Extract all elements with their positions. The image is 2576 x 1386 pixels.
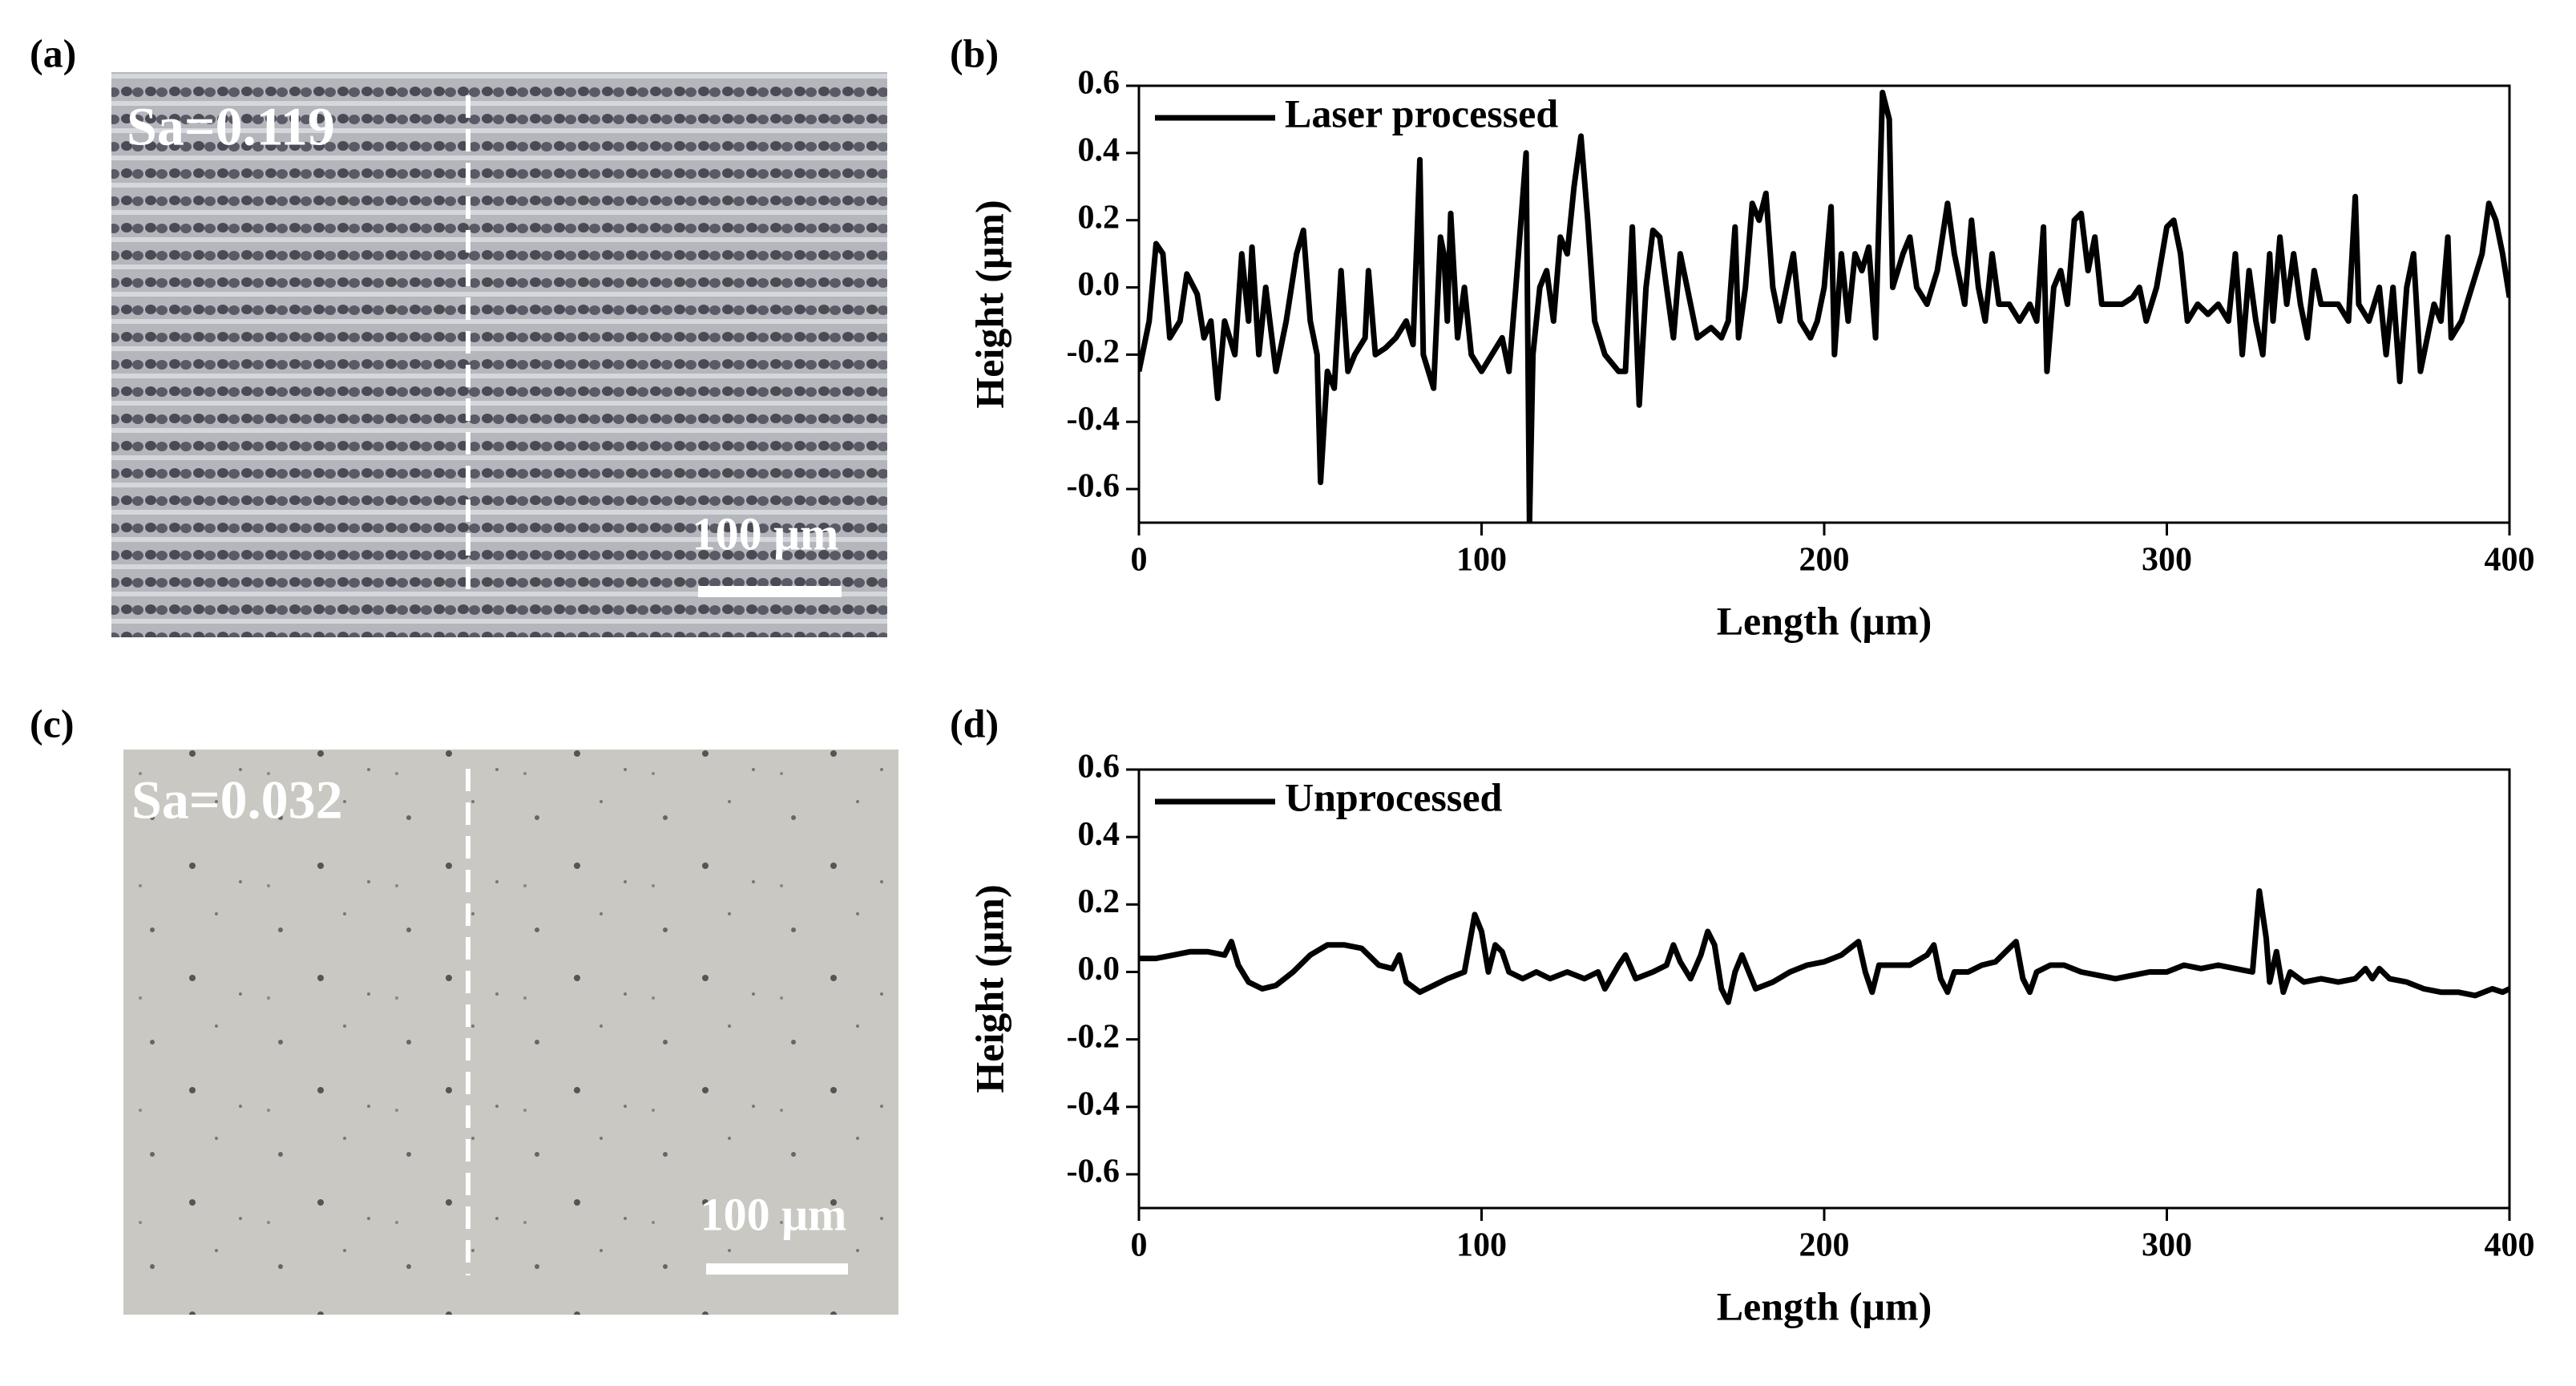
x-tick-label: 100 (1456, 542, 1507, 579)
legend-label: Unprocessed (1285, 774, 1503, 819)
panel-label: (a) (30, 30, 76, 75)
x-tick-label: 100 (1456, 1227, 1507, 1264)
y-axis-title: Height (μm) (967, 884, 1011, 1093)
y-tick-label: -0.2 (1067, 333, 1120, 370)
panel-label: (c) (30, 701, 75, 746)
y-tick-label: 0.6 (1078, 749, 1120, 786)
y-tick-label: -0.4 (1067, 401, 1120, 438)
scale-bar-label: 100 μm (692, 507, 839, 560)
panel-label: (d) (950, 701, 999, 746)
y-tick-label: -0.6 (1067, 1154, 1120, 1190)
sa-annotation: Sa=0.032 (131, 770, 343, 830)
y-axis-title: Height (μm) (967, 200, 1011, 408)
data-line (1139, 89, 2509, 523)
x-tick-label: 400 (2485, 1227, 2535, 1264)
y-tick-label: 0.4 (1078, 131, 1120, 168)
x-tick-label: 300 (2142, 1227, 2192, 1264)
y-tick-label: 0.0 (1078, 951, 1120, 988)
plot-frame (1137, 768, 2511, 1210)
sa-annotation: Sa=0.119 (127, 96, 335, 157)
y-tick-label: 0.6 (1078, 65, 1120, 102)
y-tick-label: 0.4 (1078, 816, 1120, 853)
x-axis-title: Length (μm) (1717, 1283, 1932, 1328)
y-tick-label: 0.0 (1078, 266, 1120, 303)
x-tick-label: 300 (2142, 542, 2192, 579)
x-tick-label: 200 (1799, 1227, 1850, 1264)
x-tick-label: 0 (1131, 542, 1148, 579)
panel-label: (b) (950, 30, 999, 75)
legend-label: Laser processed (1285, 91, 1558, 135)
x-tick-label: 400 (2485, 542, 2535, 579)
y-tick-label: 0.2 (1078, 199, 1120, 236)
micrograph (111, 72, 887, 637)
x-tick-label: 0 (1131, 1227, 1148, 1264)
y-tick-label: 0.2 (1078, 883, 1120, 920)
x-tick-label: 200 (1799, 542, 1850, 579)
data-line (1139, 888, 2509, 1005)
y-tick-label: -0.4 (1067, 1085, 1120, 1122)
y-tick-label: -0.6 (1067, 468, 1120, 505)
micrograph (123, 750, 898, 1315)
scale-bar-label: 100 μm (701, 1188, 847, 1240)
x-axis-title: Length (μm) (1717, 598, 1932, 643)
y-tick-label: -0.2 (1067, 1018, 1120, 1055)
